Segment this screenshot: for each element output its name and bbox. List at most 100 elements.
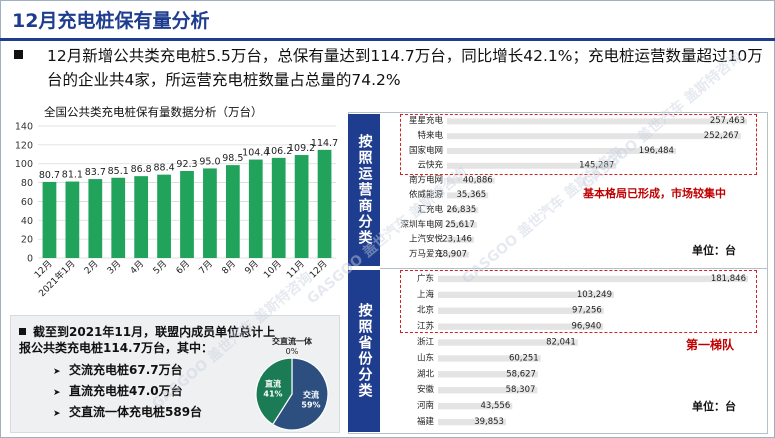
bar-value-label: 145,287	[579, 161, 614, 171]
pie-slice	[271, 357, 329, 431]
x-tick-label: 3月	[105, 258, 123, 276]
bar-value-label: 82,041	[546, 337, 576, 347]
bar-value-label: 25,617	[445, 220, 475, 230]
row-label: 南方电网	[409, 174, 443, 185]
bar-value-label: 39,853	[474, 417, 504, 427]
y-tick-label: 60	[21, 197, 33, 208]
y-tick-label: 120	[15, 140, 33, 151]
bar	[42, 181, 57, 258]
operator-category-tab: 按照运营商分类	[348, 114, 380, 266]
pie-slice	[255, 357, 293, 426]
bar	[203, 168, 217, 258]
bar	[157, 174, 171, 258]
bar-value-label: 97,256	[572, 306, 602, 316]
province-category-label: 按照省份分类	[356, 303, 373, 399]
bar-value-label: 109.2	[288, 143, 315, 154]
bar-value-label: 85.1	[108, 166, 129, 177]
row-label: 江苏	[417, 321, 435, 332]
row-label: 上海	[417, 289, 435, 300]
bar	[447, 148, 676, 154]
bar-value-label: 95.0	[199, 156, 220, 167]
y-tick-label: 40	[21, 216, 33, 227]
bar-value-label: 88.4	[153, 163, 174, 174]
bar	[134, 176, 149, 258]
x-tick-label: 4月	[128, 258, 146, 276]
bar	[447, 192, 489, 199]
x-tick-label: 9月	[243, 258, 261, 276]
bar-value-label: 252,267	[704, 131, 739, 141]
bar	[438, 387, 538, 394]
province-unit-label: 单位：台	[692, 400, 736, 413]
row-label: 深圳车电网	[400, 219, 443, 230]
bullet-square-icon	[14, 50, 23, 59]
summary-item-text: 直流充电桩47.0万台	[69, 384, 183, 398]
bar-value-label: 114.7	[311, 138, 338, 149]
summary-item-text: 交流充电桩67.7万台	[69, 363, 183, 377]
row-label: 湖北	[417, 369, 435, 379]
pie-slice-name: 交直流一体	[272, 336, 313, 346]
row-label: 山东	[417, 352, 434, 363]
y-tick-label: 0	[27, 254, 33, 265]
row-label: 北京	[417, 305, 434, 316]
summary-list-item: ➤ 直流充电桩47.0万台	[53, 382, 202, 403]
x-tick-label: 7月	[197, 258, 215, 276]
panel-divider	[380, 268, 768, 269]
x-tick-label: 10月	[262, 258, 284, 280]
operator-callout: 基本格局已形成，市场较集中	[583, 187, 726, 200]
bar	[180, 170, 194, 258]
bar	[438, 355, 541, 362]
arrow-bullet-icon: ➤	[53, 388, 61, 398]
tier-one-highlight	[400, 270, 757, 333]
bar-chart: 02040608010012014080.712月81.12021年1月83.7…	[15, 122, 338, 300]
pie-slice-percent: 41%	[263, 389, 282, 398]
bar-value-label: 40,886	[463, 175, 493, 185]
bar	[248, 159, 263, 258]
bar-value-label: 83.7	[85, 167, 106, 178]
pie-slice-name: 交流	[303, 390, 319, 400]
bar	[271, 157, 286, 258]
pie-slice-percent: 59%	[301, 401, 320, 410]
bar-value-label: 43,556	[481, 401, 511, 411]
bar	[447, 177, 495, 184]
bar	[438, 339, 578, 346]
pie-slice-name: 直流	[265, 378, 281, 388]
y-tick-label: 100	[15, 159, 33, 170]
row-label: 广东	[417, 273, 434, 284]
bar-value-label: 35,365	[456, 190, 486, 200]
bar-value-label: 92.3	[176, 159, 197, 170]
bar-value-label: 58,627	[506, 369, 536, 379]
bar	[438, 418, 506, 426]
row-label: 福建	[417, 416, 435, 427]
bar-value-label: 80.7	[39, 170, 60, 181]
summary-heading-text: 截至到2021年11月，联盟内成员单位总计上报公共类充电桩114.7万台，其中：	[19, 325, 276, 355]
operator-unit-label: 单位：台	[692, 244, 736, 257]
operator-bar-chart: 星星充电 257,463 特来电 252,267 国家电网 196,484 云快充 145,2…	[400, 115, 747, 259]
bar-value-label: 257,463	[710, 116, 745, 126]
operator-category-label: 按照运营商分类	[356, 134, 373, 246]
row-label: 浙江	[417, 336, 435, 347]
bar-value-label: 104.4	[242, 148, 269, 159]
row-label: 云快充	[417, 160, 443, 171]
x-tick-label: 6月	[174, 258, 192, 276]
top-operators-highlight	[400, 114, 757, 175]
summary-heading: 截至到2021年11月，联盟内成员单位总计上报公共类充电桩114.7万台，其中：	[19, 324, 284, 356]
y-tick-label: 140	[15, 122, 33, 133]
page-title: 12月充电桩保有量分析	[12, 10, 210, 32]
row-label: 国家电网	[409, 145, 443, 156]
bullet-square-icon	[19, 328, 26, 335]
bar	[294, 155, 309, 258]
bar	[438, 307, 604, 314]
bar-value-label: 106.2	[265, 146, 292, 157]
x-tick-label: 5月	[151, 258, 169, 276]
row-label: 汇充电	[417, 204, 443, 215]
lead-text: 12月新增公共类充电桩5.5万台，总保有量达到114.7万台，同比增长42.1%…	[47, 47, 763, 89]
x-tick-label: 8月	[220, 258, 238, 276]
bar	[438, 291, 615, 299]
bar-value-label: 23,146	[442, 235, 472, 245]
bar	[111, 177, 126, 258]
bar-value-label: 98.5	[222, 153, 243, 164]
summary-list-item: ➤ 交直流一体充电桩589台	[53, 403, 202, 424]
summary-list: ➤ 交流充电桩67.7万台 ➤ 直流充电桩47.0万台 ➤ 交直流一体充电桩589台	[53, 361, 202, 424]
row-label: 万马爱充	[409, 248, 444, 259]
province-bar-chart: 广东 181,846 上海 103,249 北京 97,256 江苏 96,940 浙江 82,0…	[417, 273, 748, 427]
